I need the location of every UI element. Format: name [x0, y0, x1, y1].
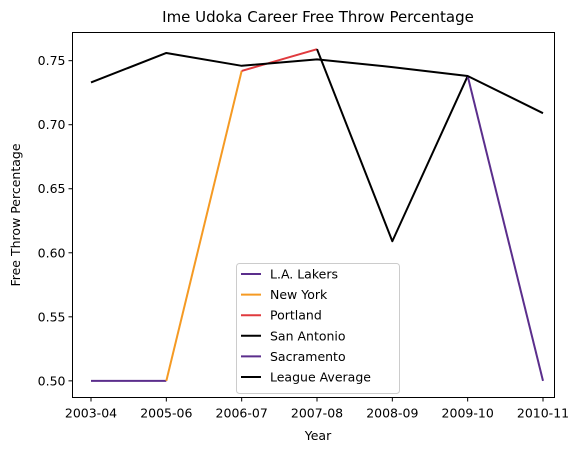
legend-label: League Average — [270, 370, 371, 385]
y-tick-label: 0.75 — [38, 53, 66, 68]
x-axis: 2003-04 2005-06 2006-07 2007-08 2008-09 2009-… — [65, 397, 569, 421]
series-line-2 — [241, 48, 318, 72]
y-axis-label: Free Throw Percentage — [8, 143, 23, 286]
series-line-1 — [165, 70, 243, 382]
series-line-5 — [90, 51, 544, 115]
legend-label: New York — [270, 287, 328, 302]
plot-area-frame — [72, 32, 555, 398]
legend: L.A. Lakers New York Portland San Antonio Sa… — [236, 263, 400, 394]
legend-label: San Antonio — [270, 328, 346, 343]
x-tick-label: 2009-10 — [442, 406, 494, 421]
x-tick-label: 2003-04 — [65, 406, 117, 421]
series-line-3 — [316, 48, 469, 243]
series-lines — [90, 48, 544, 382]
x-tick-label: 2010-11 — [517, 406, 569, 421]
chart-title: Ime Udoka Career Free Throw Percentage — [162, 8, 474, 26]
legend-label: L.A. Lakers — [270, 267, 338, 282]
x-tick-label: 2006-07 — [216, 406, 268, 421]
y-tick-label: 0.60 — [38, 245, 66, 260]
y-tick-label: 0.55 — [38, 309, 66, 324]
x-tick-label: 2008-09 — [366, 406, 418, 421]
series-line-4 — [466, 75, 544, 382]
legend-label: Sacramento — [270, 349, 346, 364]
x-tick-label: 2005-06 — [140, 406, 192, 421]
x-axis-label: Year — [304, 428, 332, 443]
y-axis: 0.50 0.55 0.60 0.65 0.70 0.75 — [38, 53, 73, 388]
x-tick-label: 2007-08 — [291, 406, 343, 421]
y-tick-label: 0.70 — [38, 117, 66, 132]
legend-box — [236, 263, 400, 394]
y-tick-label: 0.50 — [38, 373, 66, 388]
legend-label: Portland — [270, 308, 322, 323]
y-tick-label: 0.65 — [38, 181, 66, 196]
